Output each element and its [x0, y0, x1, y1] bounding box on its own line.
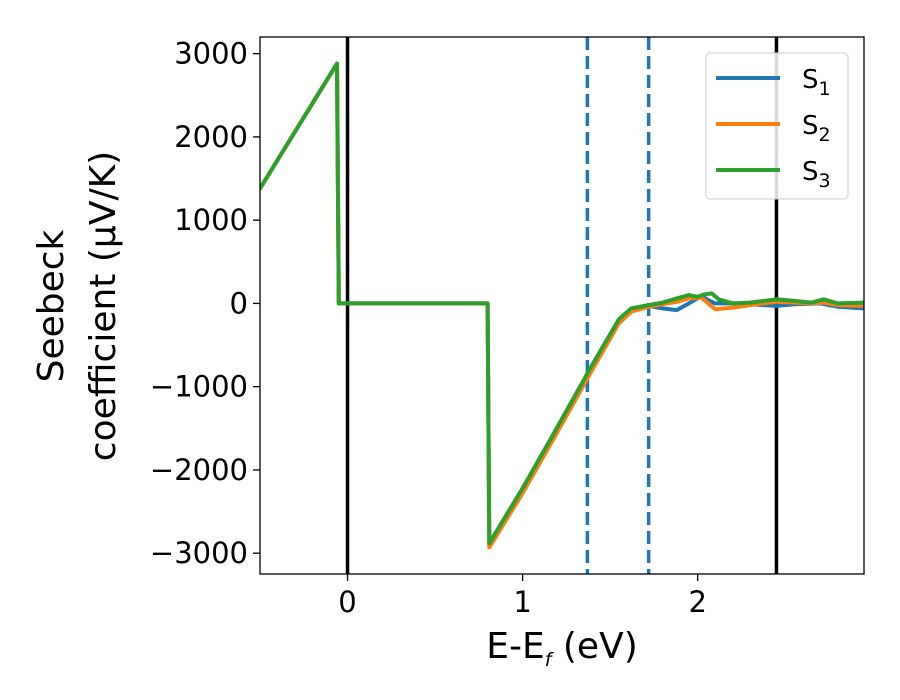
y-axis-title-line1: Seebeck	[31, 229, 72, 382]
series-layer	[260, 61, 864, 550]
x-axis-title-main: E-E	[486, 626, 544, 667]
y-tick-label: −2000	[150, 453, 248, 487]
x-tick-label: 1	[513, 585, 531, 619]
y-axis: 3000 2000 1000 0 −1000 −2000 −3000	[150, 37, 260, 570]
x-axis-title-suffix: (eV)	[551, 626, 637, 667]
x-tick-label: 0	[338, 585, 356, 619]
y-axis-title: Seebeck coefficient (μV/K)	[31, 151, 124, 461]
y-tick-label: −3000	[150, 536, 248, 570]
y-tick-label: 2000	[174, 120, 248, 154]
legend-label-s2: S2	[802, 111, 831, 146]
y-tick-label: 1000	[174, 203, 248, 237]
x-axis: 0 1 2	[338, 574, 707, 619]
x-tick-label: 2	[688, 585, 706, 619]
legend-label-s1: S1	[802, 65, 831, 100]
x-axis-title: E-Ef (eV)	[486, 626, 638, 671]
series-line-s3	[260, 61, 864, 546]
plot-frame	[259, 36, 865, 575]
y-tick-label: 0	[230, 286, 248, 320]
y-axis-title-line2: coefficient (μV/K)	[83, 151, 124, 461]
y-tick-label: −1000	[150, 370, 248, 404]
y-tick-label: 3000	[174, 37, 248, 71]
x-axis-title-sub: f	[545, 649, 555, 671]
legend: S1 S2 S3	[705, 52, 849, 200]
legend-label-s3: S3	[802, 157, 831, 192]
